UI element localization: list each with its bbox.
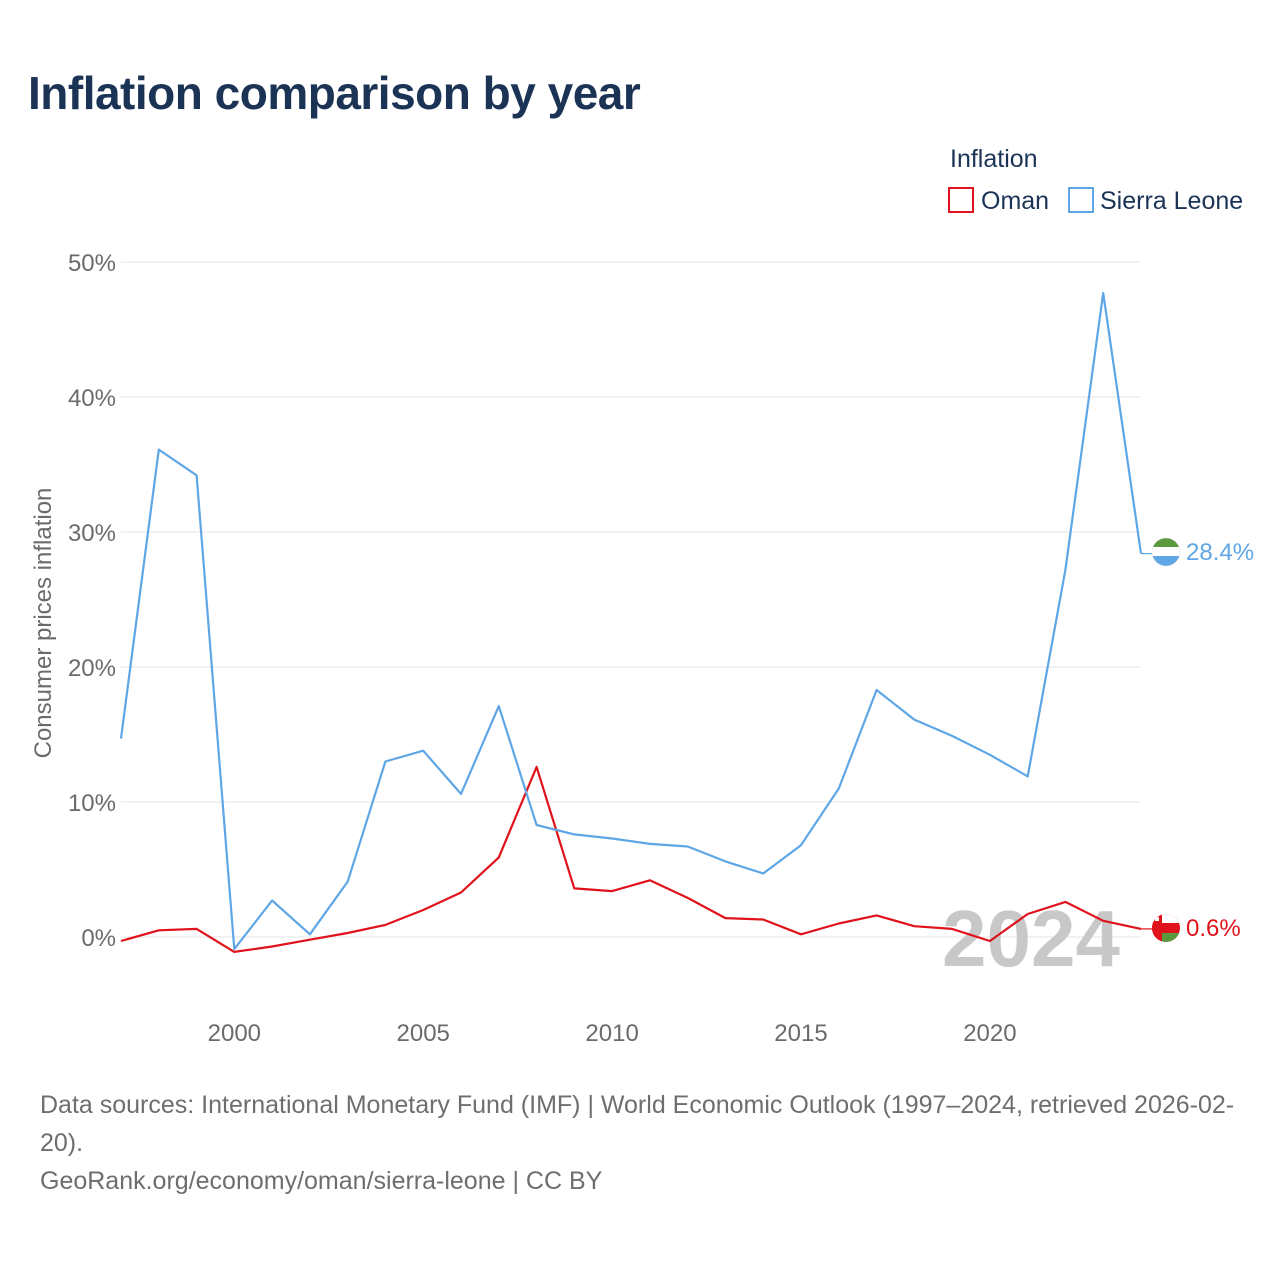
y-tick-label: 30% (68, 520, 116, 547)
legend[interactable]: Inflation Oman Sierra Leone (948, 145, 1243, 215)
y-axis-ticks: 0% 10% 20% 30% 40% 50% (68, 250, 116, 952)
y-tick-label: 20% (68, 655, 116, 682)
end-label-oman: 0.6% (1186, 915, 1241, 942)
sierra-leone-flag-icon (1151, 537, 1181, 567)
legend-label-oman: Oman (981, 187, 1049, 215)
legend-swatch-sierra-leone (1068, 187, 1094, 213)
legend-item-oman[interactable]: Oman (948, 187, 1049, 215)
footer: Data sources: International Monetary Fun… (40, 1086, 1250, 1200)
attribution-link[interactable]: GeoRank.org/economy/oman/sierra-leone | … (40, 1167, 603, 1195)
x-tick-label: 2005 (397, 1020, 450, 1047)
series-line-sierra-leone (119, 291, 1143, 951)
legend-swatch-oman (948, 187, 974, 213)
y-tick-label: 10% (68, 790, 116, 817)
line-chart: 0% 10% 20% 30% 40% 50% 2000 2005 2010 2015 2020 C… (30, 145, 1254, 1047)
end-markers: 28.4% 0.6% (1151, 537, 1254, 942)
x-tick-label: 2020 (963, 1020, 1016, 1047)
y-tick-label: 0% (81, 925, 116, 952)
x-tick-label: 2000 (208, 1020, 261, 1047)
end-label-sierra-leone: 28.4% (1186, 539, 1254, 566)
y-tick-label: 50% (68, 250, 116, 277)
x-axis-ticks: 2000 2005 2010 2015 2020 (208, 1020, 1017, 1047)
data-sources-note: Data sources: International Monetary Fun… (40, 1091, 1235, 1157)
x-tick-label: 2015 (774, 1020, 827, 1047)
gridlines (121, 261, 1141, 938)
series-line-oman (120, 765, 1142, 954)
oman-flag-icon (1152, 914, 1180, 942)
legend-item-sierra-leone[interactable]: Sierra Leone (1068, 187, 1243, 215)
chart-title: Inflation comparison by year (28, 67, 641, 119)
legend-label-sierra-leone: Sierra Leone (1100, 187, 1243, 215)
series-lines (119, 291, 1152, 954)
legend-title: Inflation (950, 145, 1038, 173)
x-tick-label: 2010 (585, 1020, 638, 1047)
y-axis-label: Consumer prices inflation (30, 488, 57, 759)
year-watermark: 2024 (942, 894, 1120, 983)
y-tick-label: 40% (68, 385, 116, 412)
